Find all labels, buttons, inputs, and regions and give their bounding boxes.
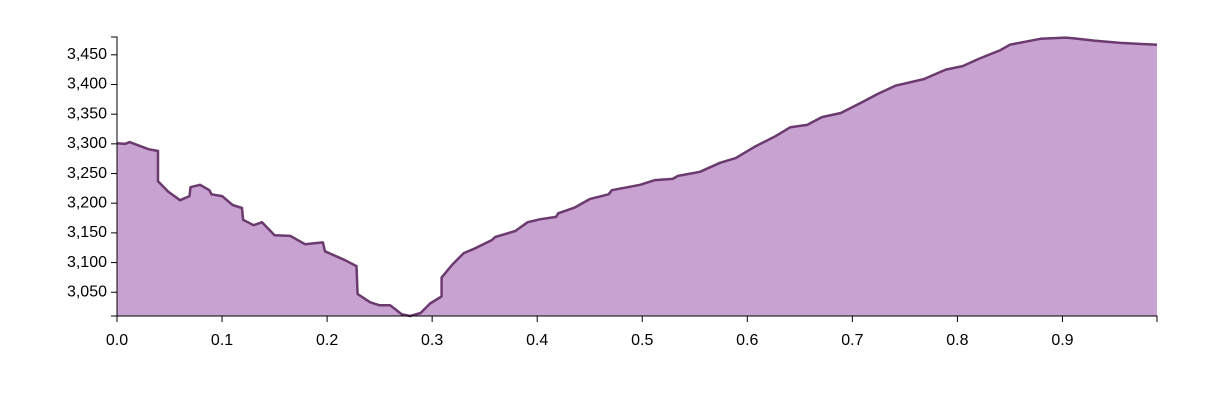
y-tick-label: 3,450 — [67, 46, 107, 63]
y-tick-label: 3,350 — [67, 105, 107, 122]
y-tick-label: 3,150 — [67, 224, 107, 241]
x-tick-label: 0.3 — [421, 332, 443, 349]
x-tick-label: 0.5 — [631, 332, 653, 349]
area-fill — [117, 37, 1157, 316]
x-tick-label: 0.9 — [1051, 332, 1073, 349]
y-tick-label: 3,200 — [67, 194, 107, 211]
y-tick-label: 3,050 — [67, 283, 107, 300]
y-tick-label: 3,300 — [67, 135, 107, 152]
x-tick-label: 0.1 — [211, 332, 233, 349]
x-tick-label: 0.4 — [526, 332, 548, 349]
area-line — [116, 36, 1158, 318]
x-tick-label: 0.2 — [316, 332, 338, 349]
y-tick-label: 3,100 — [67, 254, 107, 271]
x-tick-label: 0.6 — [736, 332, 758, 349]
x-axis — [116, 315, 1158, 322]
y-tick-label: 3,400 — [67, 76, 107, 93]
x-tick-label: 0.7 — [841, 332, 863, 349]
x-tick-label: 0.8 — [946, 332, 968, 349]
y-tick-label: 3,250 — [67, 165, 107, 182]
y-axis — [111, 36, 118, 317]
x-tick-label: 0.0 — [106, 332, 128, 349]
